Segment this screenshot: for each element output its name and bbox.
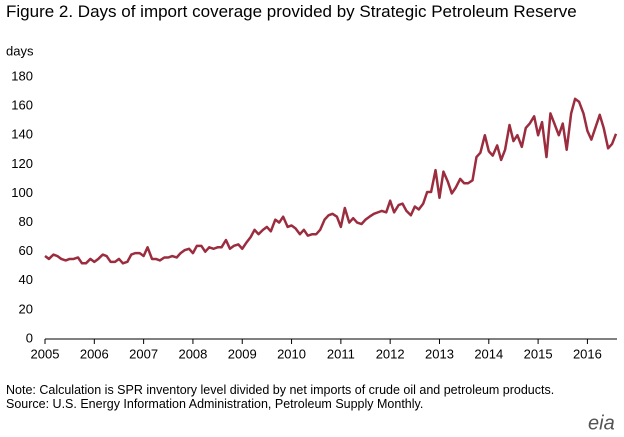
y-tick-label: 20 xyxy=(19,301,33,316)
y-tick-label: 160 xyxy=(11,98,33,113)
notes: Note: Calculation is SPR inventory level… xyxy=(6,383,596,411)
x-tick-label: 2016 xyxy=(573,346,602,361)
chart-title: Figure 2. Days of import coverage provid… xyxy=(6,2,577,21)
y-tick-label: 60 xyxy=(19,243,33,258)
x-tick-label: 2009 xyxy=(228,346,257,361)
data-line xyxy=(44,97,618,265)
note: Note: Calculation is SPR inventory level… xyxy=(6,383,555,397)
x-tick-label: 2011 xyxy=(327,346,355,361)
y-tick-label: 80 xyxy=(19,214,33,229)
watermark: eia xyxy=(588,412,615,434)
x-tick-label: 2005 xyxy=(31,346,60,361)
x-tick-label: 2008 xyxy=(178,346,207,361)
x-tick-label: 2010 xyxy=(277,346,306,361)
x-tick-label: 2014 xyxy=(474,346,503,361)
y-tick-label: 140 xyxy=(11,127,33,142)
y-tick-label: 100 xyxy=(11,185,33,200)
x-tick-label: 2007 xyxy=(129,346,158,361)
x-tick-label: 2013 xyxy=(425,346,454,361)
x-tick-label: 2012 xyxy=(376,346,405,361)
x-tick-label: 2006 xyxy=(80,346,109,361)
y-tick-label: 0 xyxy=(26,330,33,345)
x-tick-label: 2015 xyxy=(524,346,553,361)
y-tick-label: 40 xyxy=(19,272,33,287)
note: Source: U.S. Energy Information Administ… xyxy=(6,397,424,411)
y-tick-label: 180 xyxy=(11,68,33,83)
y-tick-label: 120 xyxy=(11,156,33,171)
y-axis-label: days xyxy=(6,43,34,58)
